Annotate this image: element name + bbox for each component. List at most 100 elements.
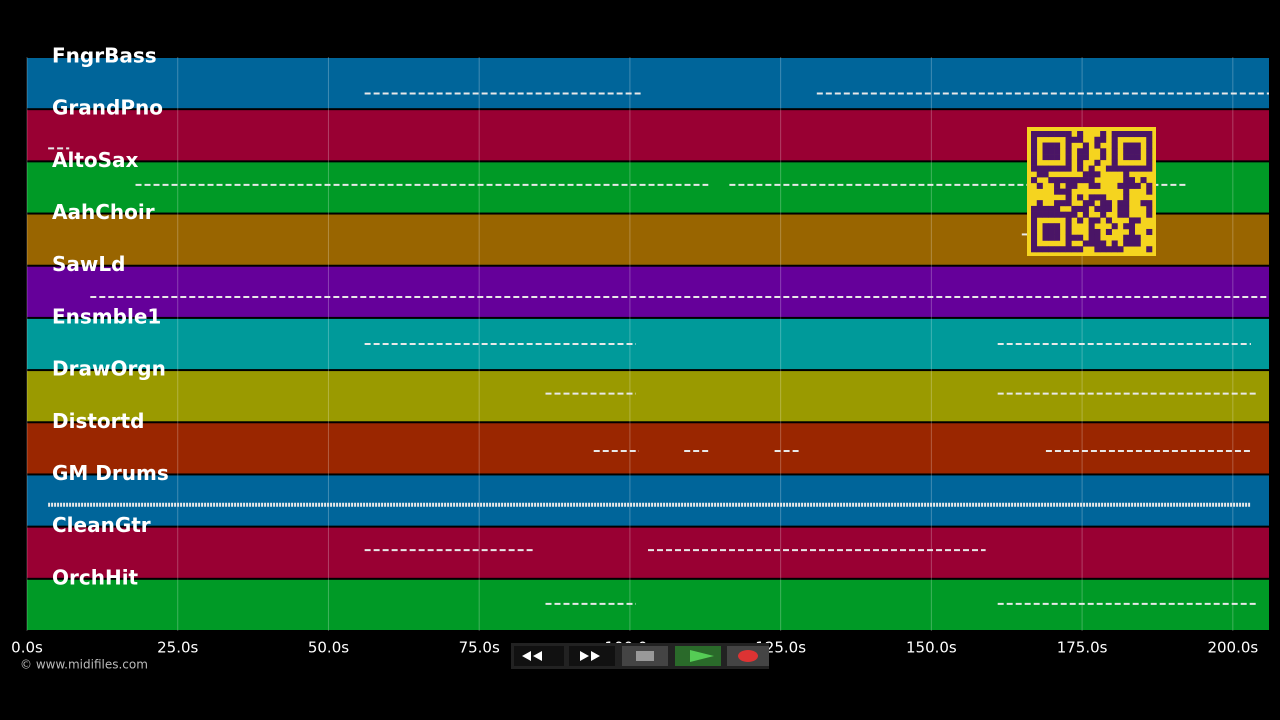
- qr-cell: [1065, 200, 1072, 207]
- notes: [48, 92, 1269, 605]
- qr-cell: [1048, 177, 1055, 184]
- qr-cell: [1054, 246, 1061, 253]
- qr-cell: [1123, 182, 1130, 189]
- qr-cell: [1111, 142, 1118, 149]
- track-row: [27, 58, 1269, 109]
- qr-cell: [1077, 159, 1084, 166]
- qr-cell: [1082, 200, 1089, 207]
- stop-button[interactable]: [622, 646, 668, 666]
- qr-cell: [1031, 136, 1038, 143]
- qr-cell: [1105, 200, 1112, 207]
- qr-cell: [1094, 159, 1101, 166]
- qr-cell: [1123, 234, 1130, 241]
- qr-cell: [1036, 131, 1043, 138]
- qr-cell: [1054, 228, 1061, 236]
- tick-label: 75.0s: [459, 639, 500, 657]
- qr-cell: [1031, 165, 1038, 172]
- forward-button[interactable]: [569, 646, 615, 666]
- qr-cell: [1128, 131, 1136, 138]
- qr-cell: [1065, 142, 1072, 149]
- qr-cell: [1123, 177, 1130, 184]
- qr-cell: [1042, 234, 1049, 241]
- qr-cell: [1140, 131, 1147, 138]
- play-icon: [690, 650, 714, 662]
- qr-cell: [1094, 136, 1101, 143]
- qr-cell: [1128, 234, 1136, 241]
- qr-cell: [1146, 182, 1153, 189]
- qr-cell: [1094, 182, 1101, 189]
- qr-cell: [1146, 165, 1153, 172]
- qr-cell: [1088, 240, 1095, 247]
- track-label: AahChoir: [52, 200, 155, 224]
- qr-cell: [1134, 154, 1141, 161]
- tick-label: 50.0s: [308, 639, 349, 657]
- qr-cell: [1117, 165, 1124, 172]
- qr-cell: [1048, 154, 1055, 161]
- track-label: FngrBass: [52, 44, 157, 68]
- qr-cell: [1094, 240, 1101, 247]
- qr-cell: [1140, 200, 1147, 207]
- qr-cell: [1111, 148, 1118, 155]
- qr-cell: [1042, 142, 1049, 149]
- qr-cell: [1094, 228, 1101, 236]
- qr-cell: [1059, 165, 1066, 172]
- qr-cell: [1059, 177, 1066, 184]
- rewind-button[interactable]: [514, 646, 564, 666]
- qr-cell: [1134, 240, 1141, 247]
- qr-cell: [1134, 148, 1141, 155]
- qr-cell: [1117, 182, 1124, 189]
- qr-cell: [1065, 136, 1072, 143]
- qr-cell: [1123, 194, 1130, 201]
- qr-cell: [1088, 182, 1095, 189]
- qr-cell: [1082, 171, 1089, 178]
- qr-cell: [1048, 165, 1055, 172]
- record-button[interactable]: [727, 646, 769, 666]
- qr-cell: [1082, 211, 1089, 218]
- qr-cell: [1128, 240, 1136, 247]
- qr-cell: [1146, 228, 1153, 236]
- qr-cell: [1105, 165, 1112, 172]
- play-button[interactable]: [675, 646, 721, 666]
- qr-cell: [1128, 142, 1136, 149]
- qr-code: [1027, 127, 1156, 256]
- qr-cell: [1054, 200, 1061, 207]
- qr-cell: [1065, 148, 1072, 155]
- qr-cell: [1048, 148, 1055, 155]
- track-labels: FngrBass GrandPno AltoSax AahChoir SawLd Ensm…: [52, 44, 169, 590]
- qr-cell: [1036, 200, 1043, 207]
- qr-cell: [1059, 246, 1066, 253]
- qr-cell: [1077, 234, 1084, 241]
- qr-cell: [1123, 165, 1130, 172]
- qr-cell: [1054, 182, 1061, 189]
- qr-cell: [1065, 223, 1072, 230]
- qr-cell: [1054, 234, 1061, 241]
- controls: [511, 643, 769, 669]
- qr-cell: [1071, 182, 1078, 189]
- qr-cell: [1077, 177, 1084, 184]
- qr-cell: [1048, 246, 1055, 253]
- qr-cell: [1065, 246, 1072, 253]
- qr-cell: [1077, 246, 1084, 253]
- track-row: [27, 371, 1269, 422]
- qr-cell: [1105, 228, 1112, 236]
- qr-cell: [1065, 165, 1072, 172]
- qr-cell: [1100, 131, 1107, 138]
- stop-icon: [636, 651, 654, 661]
- qr-cell: [1071, 211, 1078, 218]
- qr-cell: [1042, 131, 1049, 138]
- track-label: AltoSax: [52, 148, 139, 172]
- qr-cell: [1031, 142, 1038, 149]
- track-row: [27, 475, 1269, 526]
- qr-cell: [1071, 234, 1078, 241]
- track-row: [27, 527, 1269, 578]
- track-row: [27, 266, 1269, 317]
- qr-cell: [1065, 188, 1072, 195]
- qr-cell: [1123, 200, 1130, 207]
- qr-cell: [1065, 194, 1072, 201]
- qr-cell: [1065, 228, 1072, 236]
- qr-cell: [1094, 171, 1101, 178]
- qr-cell: [1105, 205, 1112, 212]
- qr-cell: [1117, 205, 1124, 212]
- qr-cell: [1042, 154, 1049, 161]
- track-label: Ensmble1: [52, 304, 161, 328]
